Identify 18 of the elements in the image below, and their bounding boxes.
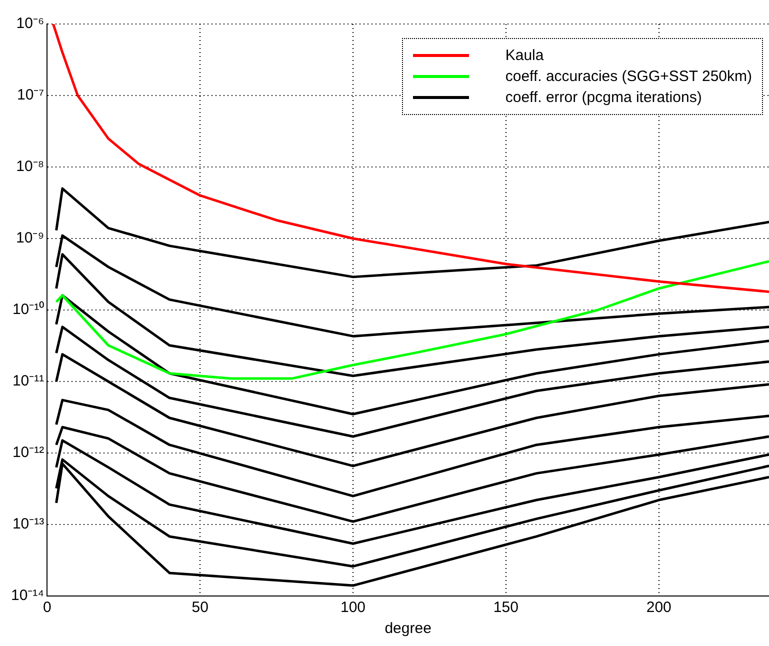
legend-label: coeff. error (pcgma iterations) xyxy=(505,88,702,108)
legend-label: Kaula xyxy=(505,46,544,66)
y-tick-label: 10⁻¹³ xyxy=(12,516,44,533)
y-tick-label: 10⁻¹⁰ xyxy=(12,301,44,318)
x-tick-label: 150 xyxy=(493,599,518,616)
y-tick-label: 10⁻¹² xyxy=(12,444,44,462)
legend-label: coeff. accuracies (SGG+SST 250km) xyxy=(505,67,752,87)
y-tick-label: 10⁻⁶ xyxy=(16,15,44,32)
x-axis-title: degree xyxy=(384,620,432,638)
y-tick-label: 10⁻⁷ xyxy=(17,86,44,104)
x-tick-label: 0 xyxy=(42,599,52,616)
x-tick-label: 100 xyxy=(340,599,366,616)
x-tick-label: 50 xyxy=(192,599,208,616)
y-tick-label: 10⁻⁹ xyxy=(16,230,44,247)
y-tick-label: 10⁻¹¹ xyxy=(12,372,44,390)
y-tick-label: 10⁻¹⁴ xyxy=(11,587,44,604)
x-tick-label: 200 xyxy=(646,599,672,616)
y-tick-label: 10⁻⁸ xyxy=(16,158,44,176)
